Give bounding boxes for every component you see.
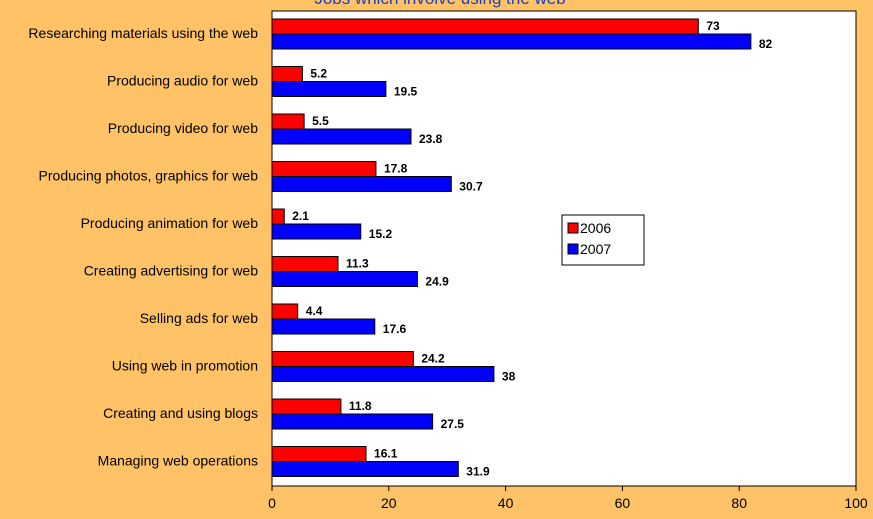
bar-2007-1 <box>271 81 387 97</box>
legend-label: 2006 <box>580 220 611 236</box>
data-label: 15.2 <box>369 227 393 241</box>
bar-2007-8 <box>271 413 434 430</box>
legend-swatch-2006 <box>567 222 579 234</box>
data-label: 24.2 <box>421 352 445 366</box>
category-label: Producing photos, graphics for web <box>39 168 259 184</box>
legend-swatch-2007 <box>567 243 579 255</box>
data-label: 30.7 <box>459 180 483 194</box>
bar-2007-9 <box>271 461 459 477</box>
data-label: 16.1 <box>374 447 398 461</box>
bar-2007-6 <box>271 318 376 335</box>
bar-2007-7 <box>271 366 495 382</box>
bar-2006-6 <box>271 303 299 320</box>
category-label: Managing web operations <box>98 453 258 469</box>
x-tick-label: 100 <box>844 495 868 511</box>
bar-2007-0 <box>271 33 752 50</box>
category-labels: Researching materials using the web Produ… <box>28 25 258 469</box>
chart-title: Jobs which involve using the web <box>314 0 565 8</box>
category-label: Researching materials using the web <box>28 25 258 41</box>
data-label: 73 <box>706 19 720 33</box>
x-tick-label: 80 <box>731 495 747 511</box>
bar-2007-4 <box>271 223 362 240</box>
category-label: Producing video for web <box>108 120 258 136</box>
bar-2006-7 <box>271 351 414 367</box>
bar-2006-2 <box>271 113 305 130</box>
data-label: 27.5 <box>441 417 465 431</box>
legend: 2006 2007 <box>561 214 645 266</box>
category-label: Producing animation for web <box>81 215 259 231</box>
bar-2006-3 <box>271 161 377 177</box>
bar-2006-4 <box>271 208 285 225</box>
x-tick-label: 40 <box>498 495 514 511</box>
x-tick-label: 60 <box>615 495 631 511</box>
bar-2006-1 <box>271 66 303 82</box>
data-label: 17.6 <box>383 322 407 336</box>
data-label: 24.9 <box>425 275 449 289</box>
data-label: 17.8 <box>384 162 408 176</box>
bar-2006-8 <box>271 398 342 415</box>
data-label: 4.4 <box>306 304 323 318</box>
bar-2007-5 <box>271 271 418 287</box>
bar-2006-5 <box>271 256 339 272</box>
bar-2006-9 <box>271 446 367 462</box>
data-label: 82 <box>759 37 773 51</box>
category-label: Selling ads for web <box>140 310 259 326</box>
bar-2007-3 <box>271 176 452 192</box>
category-label: Creating advertising for web <box>84 263 259 279</box>
data-label: 38 <box>502 370 516 384</box>
bar-2007-2 <box>271 128 412 145</box>
data-label: 31.9 <box>466 465 490 479</box>
bars-layer: 73 82 5.2 19.5 5.5 23.8 17.8 30.7 2.1 15.2 11.3 24.… <box>271 18 773 479</box>
data-label: 11.8 <box>349 399 372 413</box>
data-label: 11.3 <box>346 257 369 271</box>
data-label: 5.5 <box>312 114 329 128</box>
data-label: 5.2 <box>310 67 327 81</box>
category-label: Creating and using blogs <box>103 405 258 421</box>
data-label: 23.8 <box>419 132 443 146</box>
x-tick-label: 20 <box>381 495 397 511</box>
data-label: 2.1 <box>292 209 309 223</box>
category-label: Using web in promotion <box>112 358 258 374</box>
x-tick-label: 0 <box>268 495 276 511</box>
legend-label: 2007 <box>580 241 611 257</box>
x-axis: 0 20 40 60 80 100 <box>268 486 868 511</box>
bar-2006-0 <box>271 18 699 35</box>
data-label: 19.5 <box>394 85 418 99</box>
category-label: Producing audio for web <box>107 73 258 89</box>
